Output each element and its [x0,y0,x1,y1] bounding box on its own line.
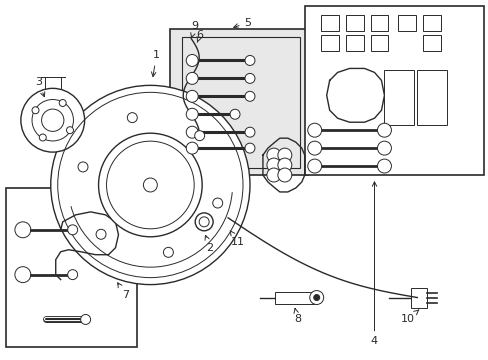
Circle shape [186,90,198,102]
Circle shape [244,73,254,84]
Circle shape [244,91,254,101]
Bar [398,15,415,31]
Circle shape [51,85,249,285]
Circle shape [377,141,390,155]
Circle shape [15,222,31,238]
Circle shape [266,158,280,172]
Circle shape [32,99,73,141]
Bar [423,15,440,31]
Bar [416,71,447,125]
Text: 8: 8 [293,309,301,324]
Text: 6: 6 [196,30,203,42]
Text: 11: 11 [230,231,244,247]
Circle shape [66,127,73,134]
Circle shape [81,315,90,324]
Text: 4: 4 [370,182,377,346]
Bar [320,15,338,31]
Circle shape [21,88,84,152]
Circle shape [277,148,291,162]
Bar [345,15,363,31]
Circle shape [229,109,240,119]
Circle shape [99,133,202,237]
Circle shape [127,113,137,123]
Circle shape [186,142,198,154]
Circle shape [244,55,254,66]
Bar [384,71,413,125]
Circle shape [186,108,198,120]
Circle shape [266,148,280,162]
Circle shape [212,198,222,208]
Text: 2: 2 [204,235,213,253]
Circle shape [307,141,321,155]
Circle shape [186,54,198,67]
Bar [274,292,314,303]
Circle shape [15,267,31,283]
Bar [345,35,363,50]
Circle shape [277,168,291,182]
Bar [410,288,427,307]
Circle shape [186,72,198,84]
Circle shape [96,229,106,239]
Circle shape [41,109,64,131]
Circle shape [59,99,66,107]
Text: 3: 3 [35,77,45,97]
Circle shape [377,123,390,137]
Circle shape [39,134,46,141]
Circle shape [244,143,254,153]
Circle shape [307,159,321,173]
Bar [6,188,137,347]
Bar [423,35,440,50]
Text: 1: 1 [151,50,160,77]
Bar [304,6,483,175]
Circle shape [78,162,88,172]
Text: 5: 5 [233,18,251,28]
Text: 9: 9 [190,21,198,37]
Circle shape [199,217,209,227]
Bar [320,35,338,50]
Circle shape [377,159,390,173]
Circle shape [313,294,319,301]
Bar [370,15,387,31]
Bar [182,37,299,168]
Bar [370,35,387,50]
Circle shape [106,141,194,229]
Circle shape [307,123,321,137]
Text: 7: 7 [118,283,129,300]
Circle shape [143,178,157,192]
Circle shape [67,225,78,235]
Text: 10: 10 [400,310,418,324]
Circle shape [277,158,291,172]
Circle shape [67,270,78,280]
Circle shape [266,168,280,182]
Circle shape [195,213,213,231]
Circle shape [163,247,173,257]
Circle shape [194,131,204,141]
Circle shape [32,107,39,114]
Circle shape [186,126,198,138]
Bar [170,28,307,175]
Circle shape [244,127,254,137]
Circle shape [309,291,323,305]
